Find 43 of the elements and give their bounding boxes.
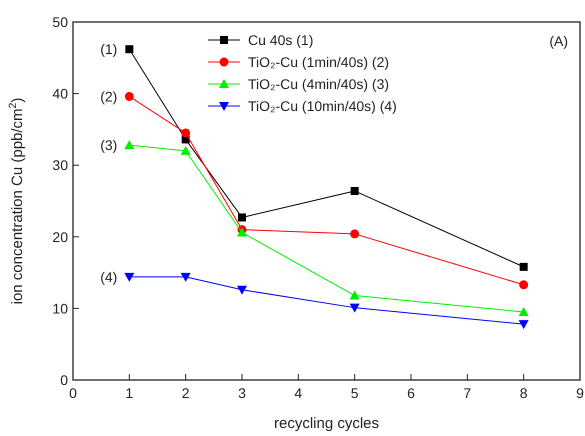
y-tick-label: 40: [52, 86, 68, 102]
point: [181, 128, 190, 138]
annotation: (2): [100, 88, 118, 104]
point: [350, 186, 359, 195]
point: [520, 262, 528, 271]
legend-label: Cu 40s (1): [248, 32, 314, 48]
x-tick-label: 9: [576, 385, 584, 401]
x-tick-label: 5: [350, 385, 359, 401]
point: [237, 228, 247, 237]
point: [125, 45, 134, 54]
point: [518, 320, 529, 330]
x-tick-label: 4: [294, 385, 302, 401]
point: [237, 286, 247, 295]
annotation: (4): [100, 268, 118, 285]
annotation: (1): [100, 41, 118, 58]
x-tick-label: 6: [407, 385, 416, 401]
point: [350, 229, 360, 238]
point: [519, 280, 528, 290]
x-tick-label: 8: [520, 385, 528, 401]
point: [124, 140, 134, 150]
x-axis-title: recycling cycles: [274, 415, 380, 432]
x-tick-label: 7: [463, 385, 472, 401]
legend-label: TiO₂-Cu (1min/40s) (2): [248, 54, 390, 70]
legend-label: TiO₂-Cu (4min/40s) (3): [248, 76, 390, 92]
point: [124, 272, 134, 282]
point: [180, 146, 191, 155]
y-tick-label: 0: [60, 372, 68, 388]
point: [518, 306, 529, 316]
point: [350, 304, 360, 313]
x-tick-label: 3: [238, 385, 246, 401]
y-tick-label: 20: [52, 228, 68, 245]
point: [180, 272, 191, 282]
annotation: (A): [549, 33, 568, 49]
y-tick-label: 10: [52, 300, 68, 316]
point: [124, 92, 134, 101]
y-tick-label: 50: [52, 14, 68, 30]
y-tick-label: 30: [52, 157, 68, 174]
point: [350, 290, 360, 300]
annotation: (3): [100, 137, 118, 154]
point: [238, 213, 246, 222]
x-tick-label: 2: [182, 385, 190, 401]
x-tick-label: 1: [125, 385, 134, 401]
legend-label: TiO₂-Cu (10min/40s) (4): [248, 98, 397, 114]
